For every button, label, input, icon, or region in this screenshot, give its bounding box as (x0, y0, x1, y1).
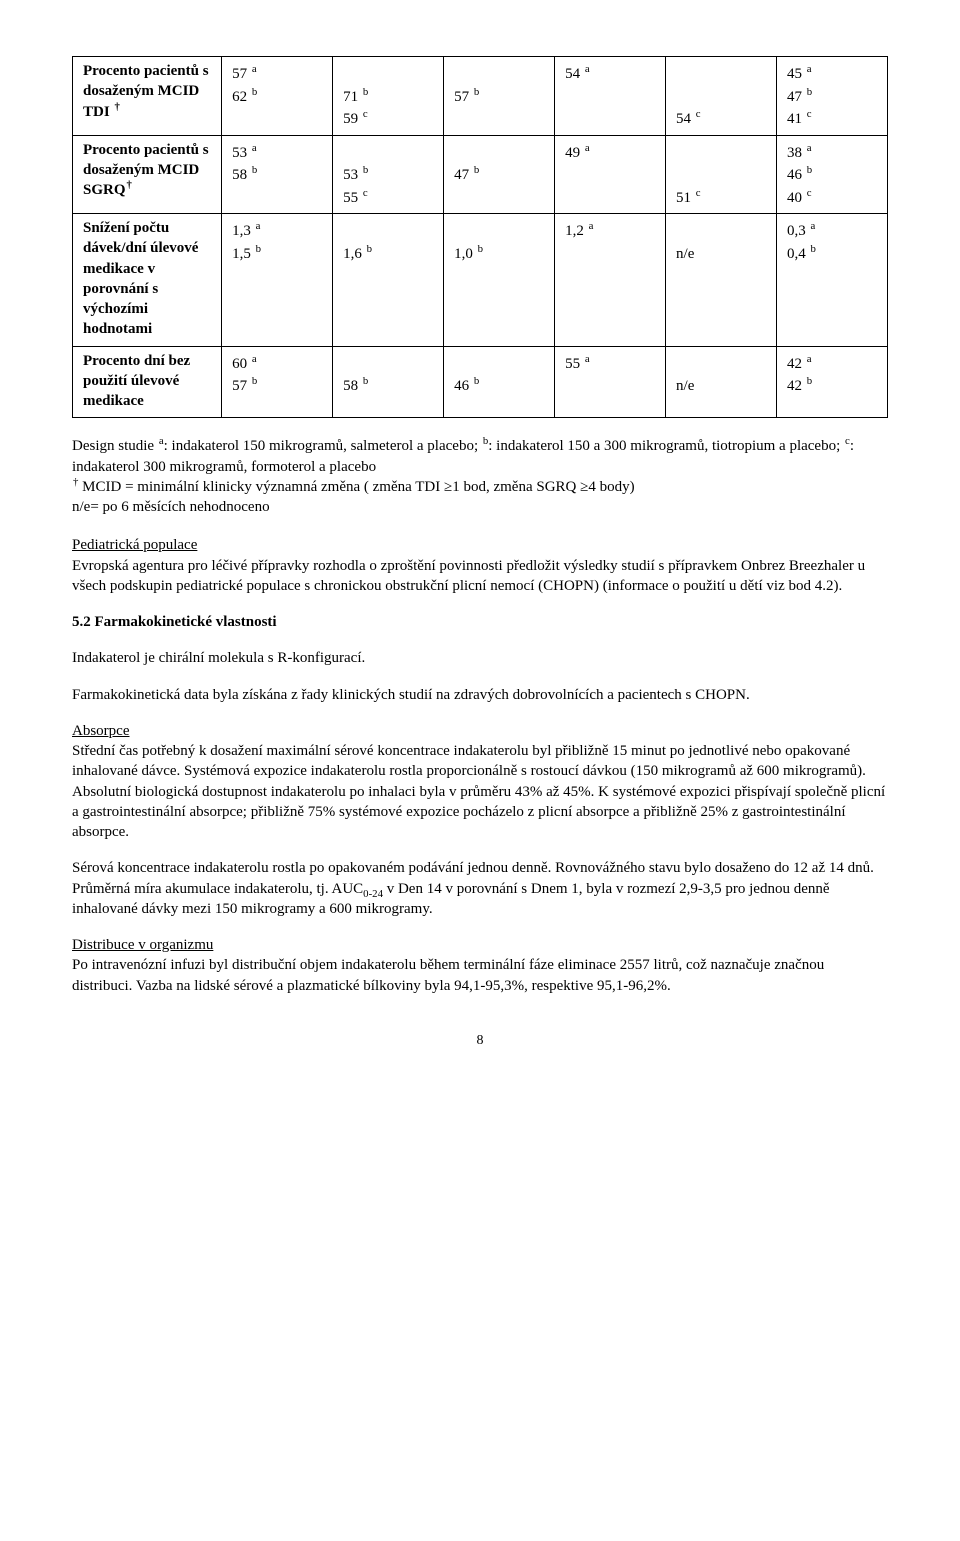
results-table: Procento pacientů s dosaženým MCID TDI †… (72, 56, 888, 418)
value-cell: 57 b (444, 57, 555, 136)
row-label: Procento dní bez použití úlevové medikac… (73, 346, 222, 418)
fk-paragraph-1: Indakaterol je chirální molekula s R-kon… (72, 648, 888, 668)
value-cell: 0,3 a0,4 b (776, 214, 887, 347)
value-cell: 45 a47 b41 c (776, 57, 887, 136)
absorption-section: Absorpce Střední čas potřebný k dosažení… (72, 721, 888, 843)
table-footnote: Design studie a: indakaterol 150 mikrogr… (72, 436, 888, 517)
distribution-section: Distribuce v organizmu Po intravenózní i… (72, 935, 888, 996)
distribution-heading: Distribuce v organizmu (72, 937, 213, 953)
value-cell: 58 b (333, 346, 444, 418)
distribution-body: Po intravenózní infuzi byl distribuční o… (72, 957, 824, 993)
table-row: Procento pacientů s dosaženým MCID SGRQ†… (73, 135, 888, 214)
section-5-2-title: 5.2 Farmakokinetické vlastnosti (72, 612, 888, 632)
value-cell: 1,3 a1,5 b (222, 214, 333, 347)
absorption-heading: Absorpce (72, 723, 129, 739)
serum-paragraph: Sérová koncentrace indakaterolu rostla p… (72, 858, 888, 919)
value-cell: 51 c (666, 135, 777, 214)
table-row: Procento pacientů s dosaženým MCID TDI †… (73, 57, 888, 136)
row-label: Procento pacientů s dosaženým MCID TDI † (73, 57, 222, 136)
value-cell: 71 b59 c (333, 57, 444, 136)
absorption-body: Střední čas potřebný k dosažení maximáln… (72, 743, 885, 840)
table-row: Snížení počtu dávek/dní úlevové medikace… (73, 214, 888, 347)
value-cell: 42 a42 b (776, 346, 887, 418)
value-cell: 54 a (555, 57, 666, 136)
value-cell: 53 a58 b (222, 135, 333, 214)
value-cell: 55 a (555, 346, 666, 418)
value-cell: 1,2 a (555, 214, 666, 347)
value-cell: 60 a57 b (222, 346, 333, 418)
value-cell: 46 b (444, 346, 555, 418)
pediatric-body: Evropská agentura pro léčivé přípravky r… (72, 558, 865, 594)
value-cell: 1,6 b (333, 214, 444, 347)
value-cell: 1,0 b (444, 214, 555, 347)
value-cell: 54 c (666, 57, 777, 136)
row-label: Procento pacientů s dosaženým MCID SGRQ† (73, 135, 222, 214)
table-row: Procento dní bez použití úlevové medikac… (73, 346, 888, 418)
pediatric-heading: Pediatrická populace (72, 537, 197, 553)
pediatric-section: Pediatrická populace Evropská agentura p… (72, 535, 888, 596)
value-cell: 38 a46 b40 c (776, 135, 887, 214)
value-cell: 47 b (444, 135, 555, 214)
row-label: Snížení počtu dávek/dní úlevové medikace… (73, 214, 222, 347)
page-number: 8 (72, 1032, 888, 1051)
value-cell: 53 b55 c (333, 135, 444, 214)
value-cell: 57 a62 b (222, 57, 333, 136)
value-cell: 49 a (555, 135, 666, 214)
fk-paragraph-2: Farmakokinetická data byla získána z řad… (72, 685, 888, 705)
value-cell: n/e (666, 214, 777, 347)
value-cell: n/e (666, 346, 777, 418)
